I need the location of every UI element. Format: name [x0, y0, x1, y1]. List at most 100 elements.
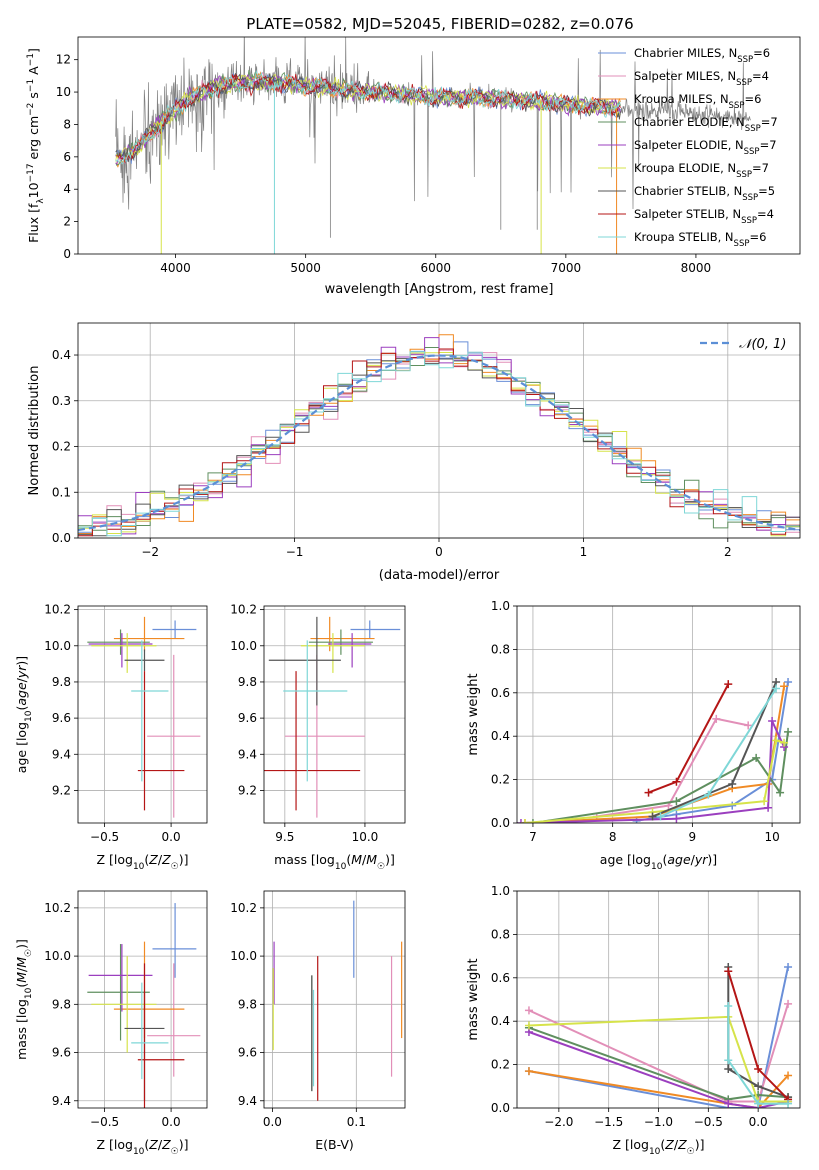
y-tick-label: 0.6 — [491, 686, 510, 700]
legend-entry-2: Salpeter MILES, NSSP=4 — [634, 69, 769, 88]
weight-marker — [754, 1082, 763, 1091]
x-axis-label: wavelength [Angstrom, rest frame] — [325, 282, 554, 297]
weight-series-9 — [660, 687, 777, 818]
y-tick-label: 2 — [63, 215, 71, 229]
y-tick-label: 10.2 — [44, 603, 71, 617]
x-tick-label: −1.5 — [594, 1115, 623, 1129]
legend-entry-7: Chabrier STELIB, NSSP=5 — [634, 184, 775, 203]
panel-weight-vs-age: 7 8 9 10 0.0 0.2 0.4 0.6 0.8 1.0 age [log10(age/yr… — [466, 599, 801, 872]
x-tick-label: 0.0 — [263, 1115, 282, 1129]
x-tick-label: 0.1 — [347, 1115, 366, 1129]
axes-frame — [263, 605, 406, 824]
y-tick-label: 1.0 — [491, 599, 510, 613]
weight-marker — [648, 812, 657, 821]
weight-marker — [754, 1099, 763, 1108]
y-tick-label: 0.2 — [491, 773, 510, 787]
legend-entry-3: Kroupa MILES, NSSP=6 — [634, 92, 761, 111]
y-tick-label: 9.8 — [238, 997, 257, 1011]
weight-marker — [780, 738, 789, 747]
x-tick-label: −2 — [141, 545, 159, 559]
weight-marker — [784, 727, 793, 736]
weight-series-9 — [727, 1006, 788, 1105]
plot-area-mass-vs-Z — [87, 903, 201, 1108]
x-tick-label: −0.5 — [90, 830, 119, 844]
legend-entry-8: Salpeter STELIB, NSSP=4 — [634, 207, 774, 226]
y-tick-label: 9.2 — [52, 783, 71, 797]
y-tick-label: 10.0 — [230, 949, 257, 963]
weight-marker — [760, 797, 769, 806]
weight-series-5 — [528, 1031, 789, 1108]
y-tick-label: 9.6 — [52, 711, 71, 725]
y-tick-label: 0.4 — [491, 729, 510, 743]
weight-marker — [784, 1099, 793, 1108]
y-tick-label: 0.2 — [491, 1058, 510, 1072]
weight-marker — [784, 677, 793, 686]
weight-marker — [744, 721, 753, 730]
y-tick-label: 9.6 — [238, 711, 257, 725]
x-axis-label: Z [log10(Z/Z☉)] — [96, 1137, 188, 1157]
y-tick-label: 9.8 — [52, 675, 71, 689]
weight-marker — [704, 790, 713, 799]
x-tick-label: 0 — [435, 545, 443, 559]
weight-marker — [776, 788, 785, 797]
panel-mass-vs-ebv: 0.0 0.1 9.4 9.6 9.8 10.0 10.2 E(B-V) — [230, 890, 406, 1152]
weight-marker — [712, 714, 721, 723]
y-axis-label: mass weight — [466, 673, 481, 755]
x-tick-label: 9 — [689, 830, 697, 844]
y-tick-label: 0.8 — [491, 642, 510, 656]
axes-frame — [263, 890, 406, 1109]
x-axis-label: Z [log10(Z/Z☉)] — [612, 1137, 704, 1157]
x-tick-label: 5000 — [290, 261, 321, 275]
x-tick-label: 2 — [724, 545, 732, 559]
legend-entry-4: Chabrier ELODIE, NSSP=7 — [634, 115, 778, 134]
x-tick-label: 7000 — [551, 261, 582, 275]
weight-marker — [724, 1056, 733, 1065]
model-spectrum-6 — [115, 73, 621, 162]
model-spectrum-8 — [115, 73, 621, 164]
weight-marker — [656, 812, 665, 821]
weight-marker — [528, 819, 537, 823]
weight-marker — [754, 1064, 763, 1073]
y-tick-label: 0.4 — [491, 1014, 510, 1028]
axes-frame — [77, 605, 208, 824]
axes-frame — [516, 605, 801, 824]
y-axis-label: age [log10(age/yr)] — [14, 656, 34, 773]
x-tick-label: 8000 — [681, 261, 712, 275]
weight-marker — [524, 1006, 533, 1015]
y-tick-label: 10.0 — [44, 949, 71, 963]
y-tick-label: 9.6 — [238, 1046, 257, 1060]
y-axis-label: mass [log10(M/M☉)] — [14, 939, 34, 1060]
legend-normal-label: 𝒩(0, 1) — [739, 337, 786, 352]
weight-marker — [672, 777, 681, 786]
x-tick-label: 1 — [580, 545, 588, 559]
x-tick-label: −1 — [286, 545, 304, 559]
legend-entry-6: Kroupa ELODIE, NSSP=7 — [634, 161, 769, 180]
plot-area-mass-vs-ebv — [272, 900, 403, 1101]
x-tick-label: 4000 — [160, 261, 191, 275]
weight-marker — [724, 967, 733, 976]
weight-marker — [724, 680, 733, 689]
plot-area-spectrum — [115, 37, 751, 254]
y-tick-label: 9.4 — [52, 747, 71, 761]
x-tick-label: −2.0 — [544, 1115, 573, 1129]
weight-series-2 — [596, 717, 749, 818]
axes-frame — [77, 890, 208, 1109]
panel-residuals: −2 −1 0 1 2 0.0 0.1 0.2 0.3 0.4 (data-model)/error… — [27, 322, 801, 583]
plot-area-residuals — [78, 334, 800, 538]
model-spectrum-9 — [115, 69, 621, 165]
plot-area-age-vs-mass — [264, 616, 401, 818]
x-tick-label: 0.0 — [162, 830, 181, 844]
weight-marker — [772, 736, 781, 745]
x-tick-label: 8 — [609, 830, 617, 844]
y-axis-label: Flux [fλ10−17 erg cm−2 s−1 A−1] — [26, 48, 46, 243]
x-tick-label: 0.0 — [162, 1115, 181, 1129]
y-tick-label: 4 — [63, 182, 71, 196]
x-tick-label: 9.5 — [275, 830, 294, 844]
weight-marker — [672, 797, 681, 806]
x-tick-label: 6000 — [420, 261, 451, 275]
weight-marker — [784, 1071, 793, 1080]
weight-marker — [780, 682, 789, 691]
weight-marker — [724, 1002, 733, 1011]
y-tick-label: 9.8 — [238, 675, 257, 689]
weight-series-8 — [648, 683, 730, 794]
